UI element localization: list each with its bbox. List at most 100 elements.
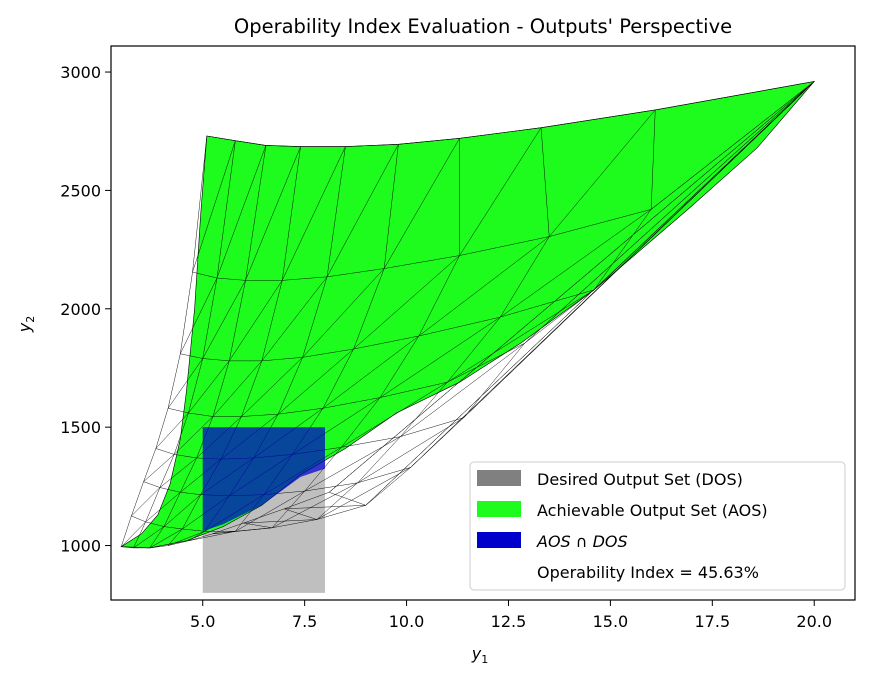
aos-mesh-edge (316, 467, 411, 520)
aos-mesh-edge (549, 109, 656, 237)
aos-mesh-edge (133, 526, 165, 549)
aos-mesh-edge (180, 272, 193, 354)
intersection-region (202, 427, 325, 532)
aos-mesh-edge (149, 545, 169, 549)
x-axis: 5.0 7.5 10.0 12.5 15.0 17.5 20.0 (190, 600, 832, 631)
aos-mesh-edge (149, 528, 183, 549)
aos-mesh-edge (655, 81, 815, 111)
aos-mesh-edge (277, 348, 354, 415)
aos-mesh-edge (145, 487, 161, 522)
aos-mesh-edge (145, 521, 165, 527)
aos-mesh-edge (173, 412, 189, 455)
y-tick-label: 1500 (60, 418, 101, 437)
aos-mesh-edge (379, 335, 419, 398)
aos-mesh-edge (155, 408, 169, 449)
aos-mesh-edge (379, 316, 501, 398)
aos-mesh-edge (131, 515, 146, 523)
aos-mesh-edge (182, 528, 205, 532)
aos-mesh-edge (447, 342, 525, 383)
chart-title: Operability Index Evaluation - Outputs' … (234, 15, 732, 38)
aos-mesh-edge (216, 277, 246, 281)
aos-mesh-edge (174, 416, 214, 455)
legend-swatch-intersection (477, 532, 521, 548)
x-tick-label: 12.5 (491, 612, 527, 631)
aos-mesh-edge (357, 417, 464, 483)
legend-label-intersection: AOS ∩ DOS (536, 532, 628, 551)
aos-mesh-edge (174, 454, 197, 459)
aos-mesh-edge (159, 457, 197, 488)
y-axis-label-main: y (15, 322, 34, 333)
aos-mesh-edge (133, 521, 146, 549)
x-tick-label: 10.0 (389, 612, 425, 631)
aos-mesh-edge (549, 209, 652, 237)
legend-frame (469, 461, 846, 591)
aos-mesh-edge (284, 492, 330, 510)
x-tick-label: 15.0 (593, 612, 629, 631)
y-axis-label-sub: 2 (24, 316, 37, 323)
aos-mesh-edge (120, 515, 132, 547)
aos-mesh-edge (188, 412, 213, 417)
aos-mesh-edge (202, 280, 246, 359)
aos-mesh-edge (410, 81, 815, 468)
aos-mesh-edge (143, 454, 175, 482)
aos-mesh-edge (302, 268, 385, 358)
aos-mesh-edge (235, 490, 305, 532)
aos-mesh-edge (168, 540, 189, 546)
aos-mesh-edge (243, 508, 285, 524)
x-axis-label: y1 (471, 644, 488, 666)
aos-mesh-edge (380, 381, 448, 398)
aos-mesh-edge (192, 271, 218, 279)
aos-mesh-edge (143, 481, 160, 488)
aos-mesh-edge (400, 382, 448, 437)
aos-mesh-edge (182, 494, 201, 530)
aos-mesh-edge (245, 146, 301, 281)
aos-mesh-edge (243, 519, 317, 524)
aos-mesh-edge (524, 81, 815, 344)
plot-frame (110, 45, 856, 601)
x-axis-label-main: y (471, 644, 482, 663)
aos-mesh-edge (459, 127, 542, 139)
aos-mesh-edge (163, 492, 181, 527)
y-axis-label: y2 (15, 316, 37, 333)
legend-swatch-dos (477, 470, 521, 486)
plot-area (110, 45, 856, 601)
aos-mesh-edge (192, 135, 208, 273)
x-tick-label: 17.5 (695, 612, 731, 631)
aos-mesh-edge (202, 277, 218, 359)
aos-mesh-edge (316, 505, 366, 520)
aos-mesh-edge (212, 522, 244, 534)
aos-mesh-edge (277, 357, 303, 415)
y-tick-label: 2000 (60, 300, 101, 319)
aos-mesh-edge (345, 144, 399, 147)
aos-mesh-edge (341, 436, 401, 448)
aos-mesh-edge (188, 531, 236, 542)
aos-mesh-edge (302, 348, 354, 358)
aos-mesh-edge (261, 357, 303, 362)
aos-mesh-edge (271, 490, 305, 528)
aos-mesh-edge (302, 276, 328, 358)
aos-mesh-edge (418, 316, 501, 337)
aos-mesh-edge (163, 526, 183, 530)
aos-mesh-edge (167, 531, 205, 546)
aos-mesh-edge (327, 268, 385, 278)
aos-mesh-edge (216, 145, 267, 279)
aos-mesh-edge (281, 146, 301, 281)
y-axis: 1000 1500 2000 2500 3000 (60, 63, 111, 556)
intersection-layer (202, 427, 325, 532)
aos-mesh-edge (168, 408, 189, 414)
aos-mesh-edge (245, 145, 267, 281)
aos-mesh-edge (212, 360, 230, 417)
aos-mesh-edge (229, 280, 283, 362)
aos-mesh-edge (341, 381, 448, 448)
aos-mesh-edge (650, 109, 656, 210)
aos-mesh-edge (322, 397, 381, 409)
aos-mesh-edge (192, 140, 236, 273)
aos-mesh-edge (241, 360, 263, 417)
aos-mesh-edge (304, 436, 401, 492)
aos-mesh-edge (163, 494, 201, 527)
aos-mesh-edge (383, 144, 399, 269)
aos-mesh-edge (326, 146, 346, 277)
aos-mesh-edge (180, 457, 197, 493)
aos-mesh-edge (216, 140, 236, 279)
